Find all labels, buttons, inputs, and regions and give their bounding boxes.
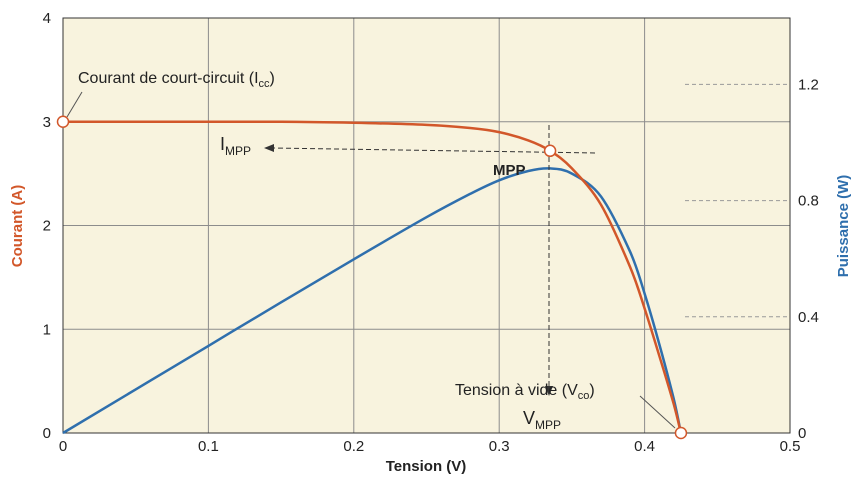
right-axis-dashes <box>685 83 790 318</box>
voc-pointer-line <box>639 395 676 429</box>
key-point-markers <box>56 115 688 440</box>
y-left-tick-label-1: 1 <box>43 321 51 338</box>
y-left-tick-label-3: 3 <box>43 114 51 131</box>
x-tick-labels: 0 0.1 0.2 0.3 0.4 0.5 <box>59 438 801 455</box>
impp-guide-line <box>271 147 596 154</box>
impp-arrowhead <box>264 144 274 152</box>
y-right-tick-labels: 0 0.4 0.8 1.2 <box>798 76 819 442</box>
y-left-tick-label-0: 0 <box>43 425 51 442</box>
y-right-tick-label-2: 0.8 <box>798 193 819 210</box>
y-right-tick-label-0: 0 <box>798 425 806 442</box>
power-series-line <box>62 167 683 435</box>
y-right-axis-label: Puissance (W) <box>835 175 852 278</box>
marker-0 <box>56 115 70 128</box>
isc-pointer-line <box>66 91 83 118</box>
y-left-tick-label-2: 2 <box>43 218 51 235</box>
mpp-label: MPP <box>493 162 526 179</box>
x-tick-label-1: 0.1 <box>198 438 219 455</box>
plot-frame <box>62 17 791 434</box>
current-series-line <box>63 120 683 434</box>
x-axis-label: Tension (V) <box>386 458 467 475</box>
vmpp-arrowhead <box>545 386 553 396</box>
impp-label: IMPP <box>220 134 251 158</box>
x-tick-label-0: 0 <box>59 438 67 455</box>
vmpp-label: VMPP <box>523 408 561 432</box>
marker-1 <box>543 144 557 158</box>
y-left-axis-label: Courant (A) <box>9 185 26 268</box>
y-right-tick-label-3: 1.2 <box>798 76 819 93</box>
x-tick-label-4: 0.4 <box>634 438 655 455</box>
y-left-tick-label-4: 4 <box>43 10 51 27</box>
y-right-tick-label-1: 0.4 <box>798 309 819 326</box>
isc-annotation: Courant de court-circuit (Icc) <box>78 70 275 90</box>
x-tick-label-5: 0.5 <box>780 438 801 455</box>
y-left-tick-labels: 0 1 2 3 4 <box>43 10 51 442</box>
x-tick-label-2: 0.2 <box>343 438 364 455</box>
marker-2 <box>674 426 688 440</box>
x-tick-label-3: 0.3 <box>489 438 510 455</box>
voc-annotation: Tension à vide (Vco) <box>455 382 595 402</box>
